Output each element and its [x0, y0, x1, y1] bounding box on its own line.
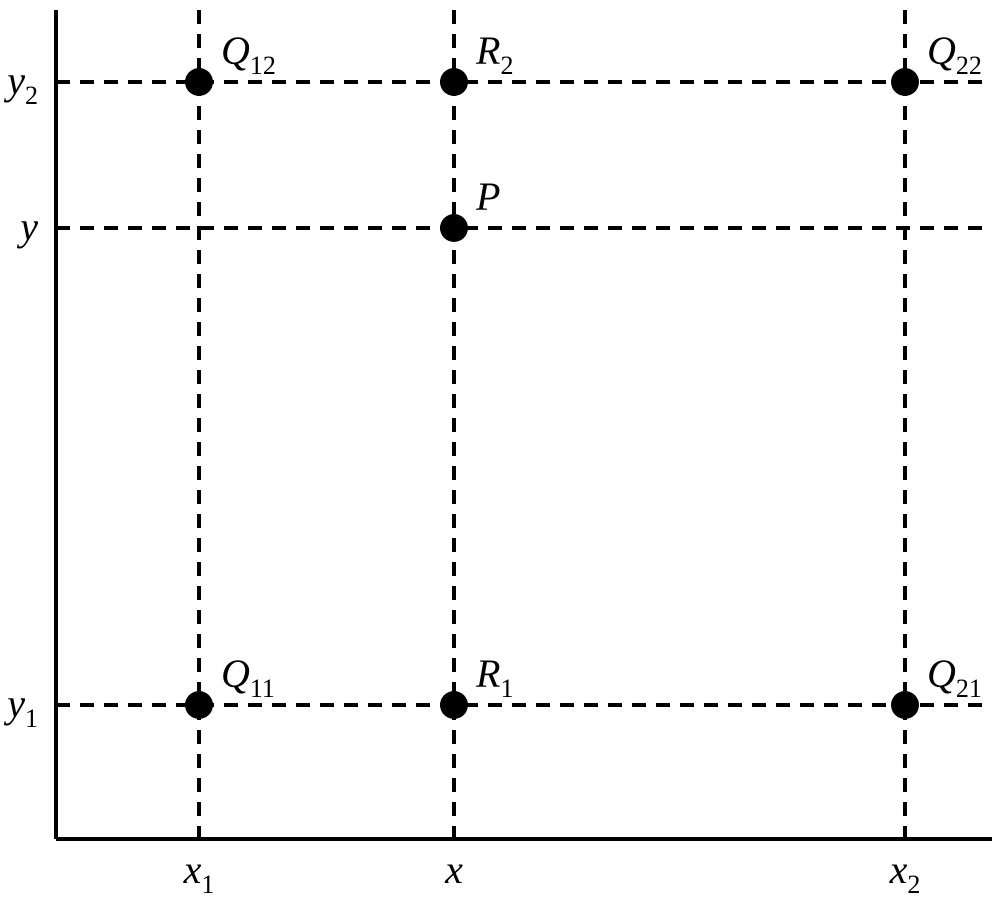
point-label-Q22: Q22	[927, 28, 982, 80]
point-label-Q12: Q12	[221, 28, 276, 80]
y-tick-label-y: y	[16, 204, 38, 249]
y-tick-label-y1: y1	[3, 681, 38, 733]
point-P	[440, 214, 468, 242]
interpolation-diagram: Q12 R2 Q22 P Q11 R1 Q21 x1 x x2 y1 y y2	[0, 0, 1000, 899]
point-Q12	[185, 68, 213, 96]
point-label-Q11: Q11	[221, 651, 275, 703]
point-Q22	[891, 68, 919, 96]
x-tick-label-x1: x1	[183, 847, 215, 899]
point-R1	[440, 691, 468, 719]
point-label-R2: R2	[475, 28, 513, 80]
x-tick-label-x2: x2	[889, 847, 921, 899]
point-label-P: P	[475, 174, 500, 219]
y-tick-label-y2: y2	[3, 58, 38, 110]
point-R2	[440, 68, 468, 96]
point-label-Q21: Q21	[927, 651, 982, 703]
point-label-R1: R1	[475, 651, 513, 703]
point-Q11	[185, 691, 213, 719]
x-tick-label-x: x	[444, 847, 463, 892]
point-Q21	[891, 691, 919, 719]
